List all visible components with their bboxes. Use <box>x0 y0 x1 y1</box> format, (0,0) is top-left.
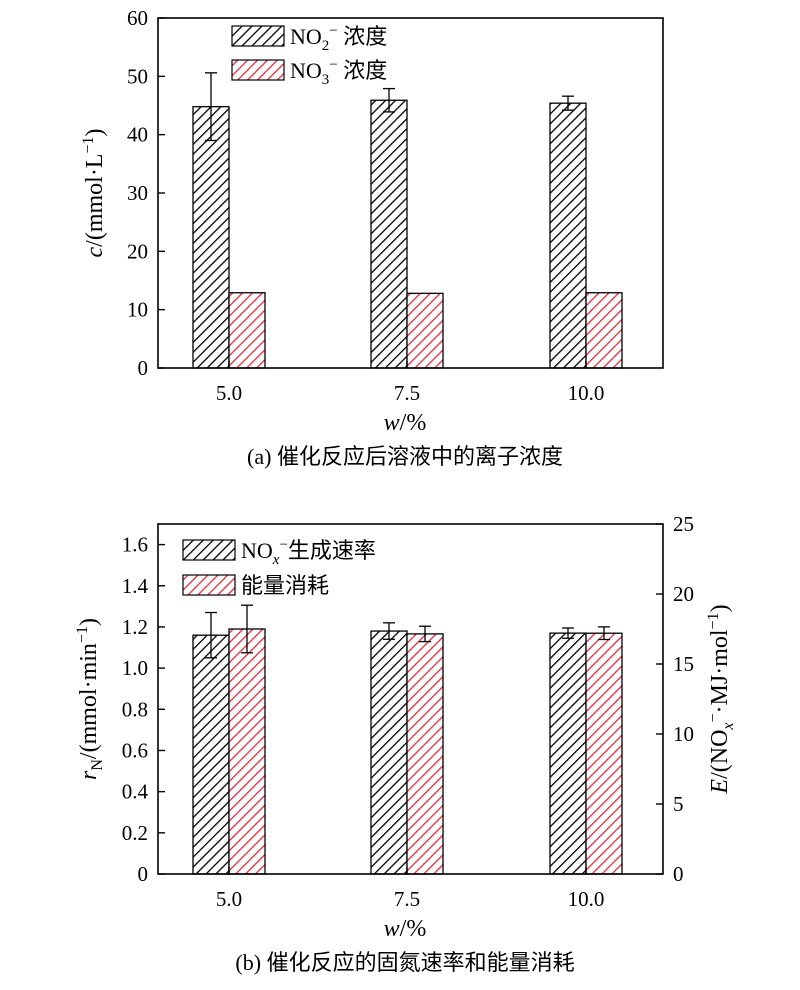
panel-b-y2-ticks: 0 5 10 15 20 25 <box>656 512 694 886</box>
panel-a-legend: NO2− 浓度 NO3− 浓度 <box>231 23 387 88</box>
y-tick-label: 0.2 <box>122 821 148 845</box>
panel-b-y-ticks: 0 0.2 0.4 0.6 0.8 1.0 1.2 1.4 1.6 <box>122 533 165 886</box>
y2-tick-label: 25 <box>673 512 694 536</box>
y-tick-label: 60 <box>127 6 148 30</box>
legend-a-swatch-0 <box>231 25 285 47</box>
panel-b-legend: NOx−生成速率 能量消耗 <box>182 537 376 598</box>
bar-series-1-cat-2 <box>585 292 623 369</box>
x-tick-label: 10.0 <box>568 381 605 405</box>
y-tick-label: 1.6 <box>122 533 148 557</box>
panel-b-bars <box>192 604 623 875</box>
y-tick-label: 0.8 <box>122 697 148 721</box>
y-tick-label: 0 <box>138 356 149 380</box>
panel-b-y2-axis-title: E/(NOx−·MJ·mol−1) <box>705 604 737 794</box>
x-tick-label: 5.0 <box>216 381 242 405</box>
bar-series-0-cat-1 <box>370 99 408 369</box>
panel-b-y-axis-title: rN/(mmol·min−1) <box>74 618 106 780</box>
y2-tick-label: 10 <box>673 722 694 746</box>
panel-a: 0 10 20 30 40 50 60 5.0 7.5 10.0 NO2− 浓度 NO3− 浓度… <box>80 6 664 469</box>
legend-a-label-0: NO2− 浓度 <box>290 23 387 54</box>
legend-b-label-0: NOx−生成速率 <box>241 537 376 568</box>
y-tick-label: 30 <box>127 181 148 205</box>
legend-b-swatch-1 <box>182 574 236 596</box>
y-tick-label: 1.2 <box>122 615 148 639</box>
y-tick-label: 10 <box>127 298 148 322</box>
y-tick-label: 0 <box>138 862 149 886</box>
y2-tick-label: 15 <box>673 652 694 676</box>
panel-a-y-ticks: 0 10 20 30 40 50 60 <box>127 6 165 380</box>
bar-series-0-cat-1 <box>370 630 408 875</box>
x-tick-label: 7.5 <box>394 381 420 405</box>
panel-a-x-axis-title: w/% <box>384 410 427 436</box>
y-tick-label: 20 <box>127 239 148 263</box>
y-tick-label: 0.4 <box>122 780 149 804</box>
y2-tick-label: 20 <box>673 582 694 606</box>
legend-b-label-1: 能量消耗 <box>241 573 329 598</box>
y-tick-label: 1.0 <box>122 656 148 680</box>
panel-a-x-ticks: 5.0 7.5 10.0 <box>216 361 605 405</box>
y-tick-label: 40 <box>127 123 148 147</box>
panel-b: 0 0.2 0.4 0.6 0.8 1.0 1.2 1.4 1.6 0 5 10 15 20 25 5.0… <box>74 512 737 975</box>
legend-a-swatch-1 <box>231 59 285 81</box>
panel-b-caption: (b) 催化反应的固氮速率和能量消耗 <box>235 950 574 975</box>
bar-series-1-cat-0 <box>228 292 266 369</box>
panel-a-y-axis-title: c/(mmol·L−1) <box>80 128 108 257</box>
bar-series-0-cat-2 <box>549 102 587 369</box>
panel-a-bars <box>192 72 623 369</box>
y2-tick-label: 0 <box>673 862 684 886</box>
legend-a-label-1: NO3− 浓度 <box>290 57 387 88</box>
panel-b-x-axis-title: w/% <box>384 916 427 942</box>
y-tick-label: 50 <box>127 64 148 88</box>
x-tick-label: 7.5 <box>394 887 420 911</box>
x-tick-label: 10.0 <box>568 887 605 911</box>
bar-series-0-cat-0 <box>192 106 230 369</box>
x-tick-label: 5.0 <box>216 887 242 911</box>
y-tick-label: 0.6 <box>122 738 148 762</box>
bar-series-1-cat-0 <box>228 628 266 875</box>
legend-b-swatch-0 <box>182 539 236 561</box>
y-tick-label: 1.4 <box>122 574 149 598</box>
bar-series-0-cat-2 <box>549 632 587 875</box>
panel-b-x-ticks: 5.0 7.5 10.0 <box>216 867 605 911</box>
y2-tick-label: 5 <box>673 792 684 816</box>
bar-series-1-cat-1 <box>406 633 444 875</box>
panel-b-plot-frame <box>157 523 664 875</box>
bar-series-1-cat-1 <box>406 292 444 369</box>
bar-series-1-cat-2 <box>585 632 623 875</box>
bar-series-0-cat-0 <box>192 634 230 875</box>
panel-a-caption: (a) 催化反应后溶液中的离子浓度 <box>247 444 563 469</box>
